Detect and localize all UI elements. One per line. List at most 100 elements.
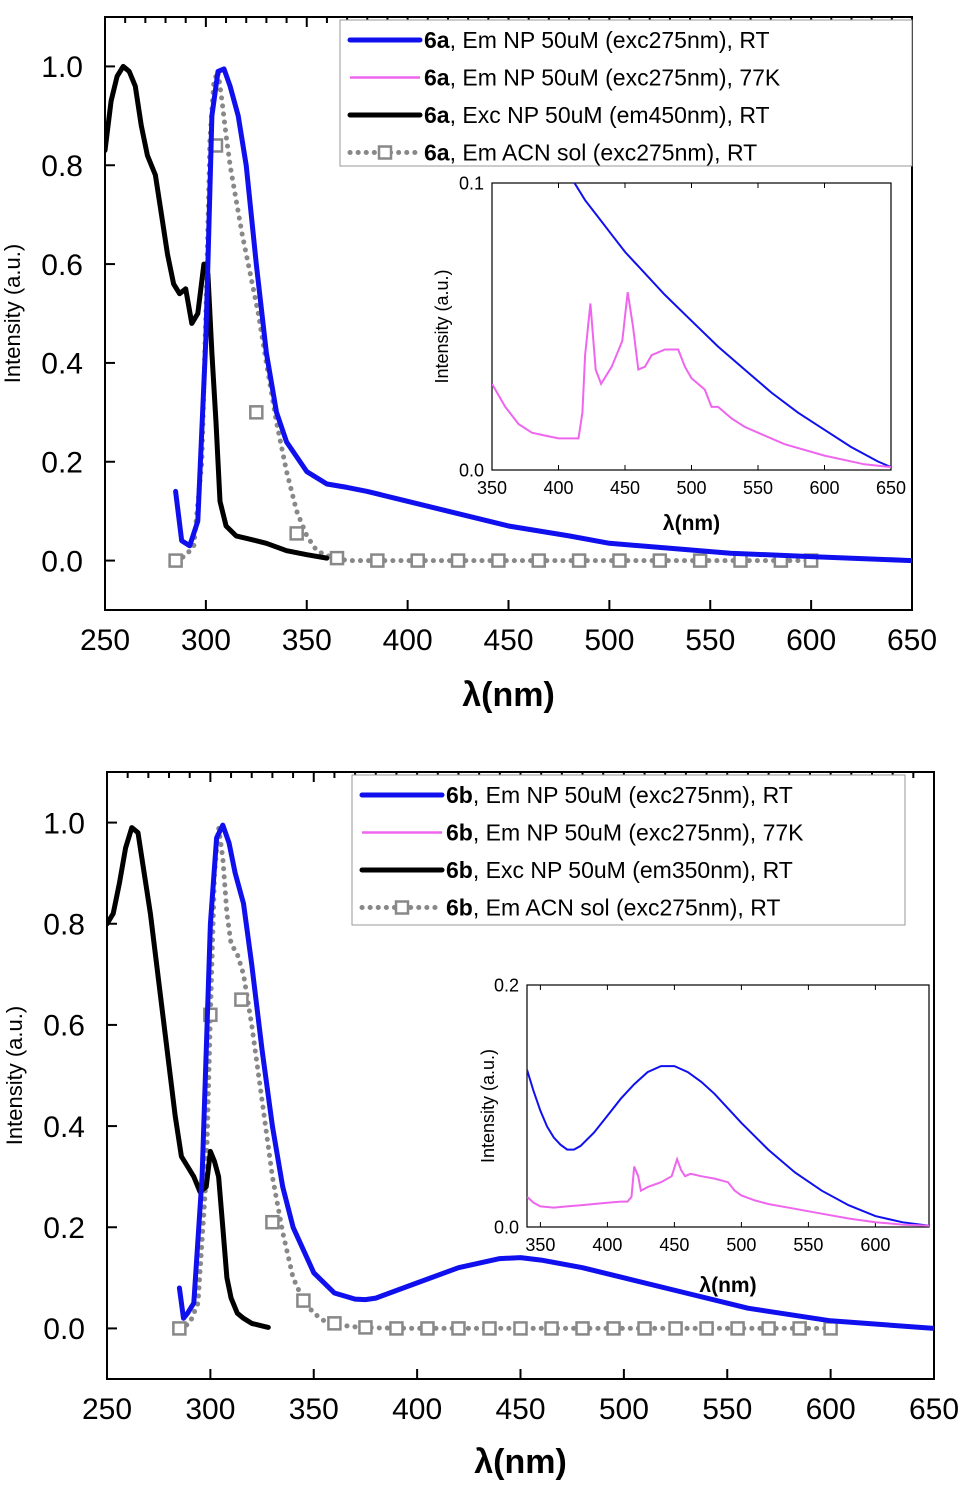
panel-1-series-acn-marker [531,553,547,568]
panel-1-legend-label-em_77k: , Em NP 50uM (exc275nm), 77K [450,65,781,91]
panel-1-series-acn-marker [370,553,385,568]
panel-1-inset-plot-frame [491,182,892,471]
panel-1-x-tick-label: 350 [282,624,332,657]
panel-1-x-tick-label: 400 [383,624,433,657]
panel-2-y-tick-label: 0.2 [43,1212,85,1245]
panel-1-inset-x-tick-label: 450 [610,478,640,498]
panel-2-series-acn-marker [296,1293,311,1308]
panel-2-x-tick-label: 600 [806,1393,856,1426]
panel-2-series-acn-marker [699,1321,714,1336]
panel-1-inset-y-axis-label: Intensity (a.u.) [432,269,452,383]
panel-1-y-tick-label: 0.4 [41,348,83,381]
panel-2-inset-y-axis-label: Intensity (a.u.) [478,1049,498,1163]
panel-1-y-tick-label: 1.0 [41,51,83,84]
panel-2-series-em_rt-line [176,822,934,1331]
panel-1-x-tick-label: 550 [685,624,735,657]
panel-1-x-tick-label: 500 [584,624,634,657]
panel-2-inset-plot-frame [526,984,930,1228]
panel-2-legend-entry-exc_rt: 6b, Exc NP 50uM (em350nm), RT [446,857,793,883]
panel-2-y-tick-label: 0.4 [43,1111,85,1144]
chart-panel-1: 250 300 350 400 450 500 550 600 650 0.0 0.2 0.4 0.6 0… [0,16,937,714]
panel-1-x-axis-label: λ(nm) [462,676,555,714]
panel-2-series-acn-marker [575,1321,590,1336]
panel-1-series-em_rt-line [173,66,912,564]
panel-1-series-exc_rt-line [105,63,330,561]
panel-1-inset-data-area [492,183,891,469]
panel-2-legend-label-acn: , Em ACN sol (exc275nm), RT [473,895,781,921]
panel-2-series-acn-marker [792,1321,807,1336]
panel-2-x-tick-label: 250 [82,1393,132,1426]
panel-1-legend-entry-acn: 6a, Em ACN sol (exc275nm), RT [424,140,757,166]
panel-1-x-tick-label: 250 [80,624,130,657]
panel-1-inset-y-tick-label: 0.1 [459,173,484,193]
panel-1-data-area [105,61,912,568]
panel-1-y-tick-label: 0.8 [41,150,83,183]
panel-1-inset-series-em_rt-line [573,183,891,469]
panel-1-legend-compound-exc_rt: 6a [424,102,450,128]
panel-2-y-tick-label: 1.0 [43,807,85,840]
panel-1-legend-compound-em_rt: 6a [424,27,450,53]
panel-2-x-axis-label: λ(nm) [474,1443,567,1481]
panel-1-inset-x-tick-label: 400 [543,478,573,498]
panel-1-series-acn-marker [329,550,345,566]
panel-2-series-acn-marker [265,1214,280,1230]
panel-1-x-tick-label: 650 [887,624,937,657]
panel-1-y-tick-label: 0.0 [41,545,83,578]
panel-2-inset-x-tick-label: 400 [592,1235,622,1255]
panel-2-series-acn-marker [234,992,249,1007]
panel-2-series-acn-marker [172,1321,187,1336]
panel-2-legend-label-em_rt: , Em NP 50uM (exc275nm), RT [473,782,793,808]
panel-2-x-tick-label: 300 [185,1393,235,1426]
panel-2-series-acn-marker [451,1321,466,1336]
panel-2-legend-compound-acn: 6b [446,895,473,921]
panel-2-inset: 350 400 450 500 550 600 0.0 0.2 λ(nm) Intensity (… [478,975,930,1297]
panel-1-x-tick-label: 600 [786,624,836,657]
panel-2-x-tick-label: 400 [392,1393,442,1426]
panel-2-legend-label-em_77k: , Em NP 50uM (exc275nm), 77K [473,820,804,846]
panel-1-y-tick-label: 0.2 [41,447,83,480]
panel-1-series-acn-marker [652,553,668,568]
panel-1-y-axis-label: Intensity (a.u.) [0,244,25,383]
panel-2-y-tick-label: 0.8 [43,909,85,942]
panel-2-inset-series-em_77k-line [527,1156,929,1227]
panel-2-legend-label-exc_rt: , Exc NP 50uM (em350nm), RT [473,857,793,883]
panel-2-x-tick-label: 550 [702,1393,752,1426]
panel-2-data-area [107,822,934,1336]
panel-1-series-acn-marker [289,526,304,541]
panel-1-series-acn-marker [168,553,183,568]
panel-2-series-acn-marker [544,1321,559,1336]
panel-2-inset-x-tick-label: 550 [793,1235,823,1255]
panel-2-series-acn-marker [389,1321,404,1336]
panel-2-series-acn-marker [606,1321,621,1336]
panel-2-inset-series-em_rt-line [527,1065,929,1227]
panel-2-legend-marker-acn [394,900,410,915]
panel-2-inset-y-tick-label: 0.2 [494,975,519,995]
panel-2-series-exc_rt-line [107,825,271,1330]
panel-2-y-tick-label: 0.0 [43,1313,85,1346]
panel-1-x-tick-label: 450 [483,624,533,657]
panel-1-inset-x-tick-label: 550 [743,478,773,498]
panel-1-y-tick-label: 0.6 [41,249,83,282]
panel-2-x-tick-label: 350 [289,1393,339,1426]
panel-1-series-acn-marker [612,553,627,568]
panel-1-inset-x-axis-label: λ(nm) [663,512,720,535]
panel-1-x-tick-label: 300 [181,624,231,657]
panel-1-series-acn-marker [249,405,264,420]
panel-2-inset-y-tick-label: 0.0 [494,1217,519,1237]
panel-2-y-axis-label: Intensity (a.u.) [2,1006,27,1145]
panel-2-x-tick-label: 500 [599,1393,649,1426]
panel-2-inset-x-axis-label: λ(nm) [699,1274,756,1297]
panel-2-series-acn-marker [482,1321,497,1336]
panel-2-legend-entry-em_rt: 6b, Em NP 50uM (exc275nm), RT [446,782,793,808]
panel-2-series-acn-marker [730,1321,745,1336]
panel-1-legend-entry-em_77k: 6a, Em NP 50uM (exc275nm), 77K [424,65,781,91]
panel-1-series-acn-marker [692,553,708,568]
panel-2-legend-compound-em_77k: 6b [446,820,473,846]
panel-2-y-tick-label: 0.6 [43,1010,85,1043]
panel-2-series-acn-marker [420,1321,435,1336]
panel-2-inset-x-tick-label: 350 [525,1235,555,1255]
panel-2-series-acn-marker [637,1321,652,1336]
panel-1-inset-y-tick-label: 0.0 [459,460,484,480]
